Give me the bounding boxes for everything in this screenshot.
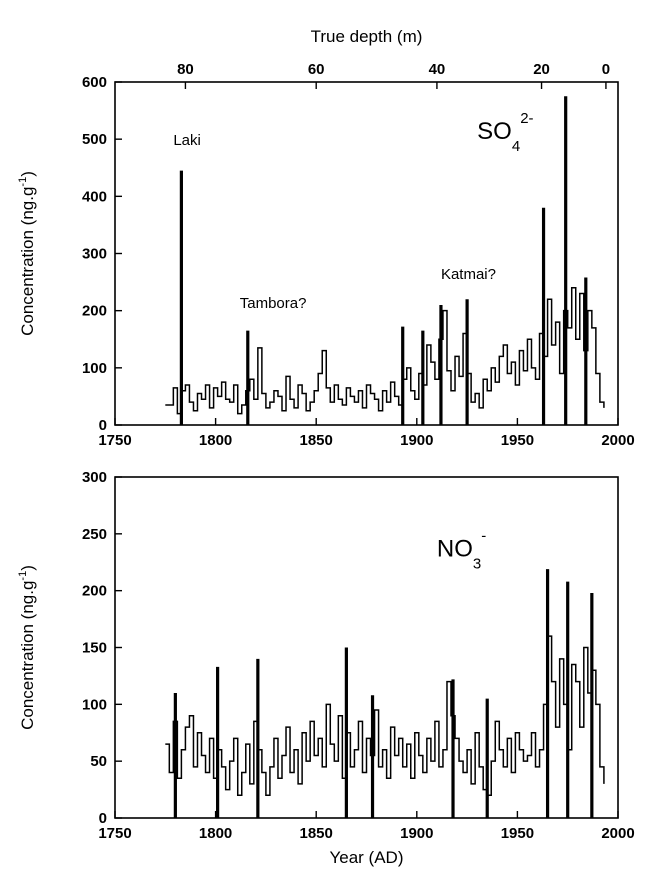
chart-1-y-tick-label: 500 — [82, 131, 107, 148]
chart-2-y-tick-label: 300 — [82, 469, 107, 486]
chart-1-annotation: Laki — [173, 132, 201, 149]
chart-1-top-tick-label: 40 — [429, 61, 446, 78]
chart-1-x-tick-label: 1950 — [501, 432, 534, 449]
chart-1-y-tick-label: 0 — [99, 417, 107, 434]
chart-2-series-line-1 — [165, 635, 605, 797]
chart-1-series-line-1 — [165, 287, 605, 415]
chart-1-annotation: Katmai? — [441, 266, 496, 283]
sulfate-panel: 1750 1800 1850 1900 1950 20000100200300400500… — [17, 27, 635, 449]
chart-1-top-tick-label: 80 — [177, 61, 194, 78]
chart-1-top-tick-label: 0 — [602, 61, 610, 78]
chart-2-x-tick-label: 2000 — [601, 825, 634, 842]
chart-2-x-tick-label: 1800 — [199, 825, 232, 842]
nitrate-panel: 1750 1800 1850 1900 1950 2000 0 50 100 150 200 250 3… — [17, 469, 635, 867]
chart-2-y-tick-label: 50 — [90, 753, 107, 770]
chart-1-top-tick-label: 60 — [308, 61, 325, 78]
chart-1-y-tick-label: 400 — [82, 188, 107, 205]
chart-1-x-tick-label: 1800 — [199, 432, 232, 449]
chart-1-x-tick-label: 1750 — [98, 432, 131, 449]
chart-1-y-axis-label: Concentration (ng.g-1) — [17, 171, 37, 336]
chart-1-annotation: Tambora? — [240, 295, 307, 312]
chart-1-y-tick-label: 300 — [82, 246, 107, 263]
chart-2-y-tick-label: 250 — [82, 526, 107, 543]
chart-1-y-tick-label: 200 — [82, 303, 107, 320]
chart-1-y-tick-label: 100 — [82, 360, 107, 377]
chart-1-top-tick-label: 20 — [533, 61, 550, 78]
chart-2-y-tick-label: 0 — [99, 810, 107, 827]
chart-2-y-tick-label: 150 — [82, 640, 107, 657]
chart-2-x-tick-label: 1900 — [400, 825, 433, 842]
chart-2-species-label: NO3- — [437, 528, 486, 573]
chart-1-species-label: SO42- — [477, 110, 533, 155]
chart-1-top-axis-title: True depth (m) — [311, 27, 423, 46]
chart-1-x-tick-label: 2000 — [601, 432, 634, 449]
chart-2-x-tick-label: 1950 — [501, 825, 534, 842]
chart-2-x-tick-label: 1850 — [300, 825, 333, 842]
chart-1-x-tick-label: 1900 — [400, 432, 433, 449]
chart-2-y-tick-label: 100 — [82, 696, 107, 713]
chart-2-x-tick-label: 1750 — [98, 825, 131, 842]
chart-2-x-axis-label: Year (AD) — [329, 848, 403, 867]
chart-2-y-axis-label: Concentration (ng.g-1) — [17, 565, 37, 730]
chart-2-y-tick-label: 200 — [82, 583, 107, 600]
chart-1-y-tick-label: 600 — [82, 74, 107, 91]
chart-1-x-tick-label: 1850 — [300, 432, 333, 449]
